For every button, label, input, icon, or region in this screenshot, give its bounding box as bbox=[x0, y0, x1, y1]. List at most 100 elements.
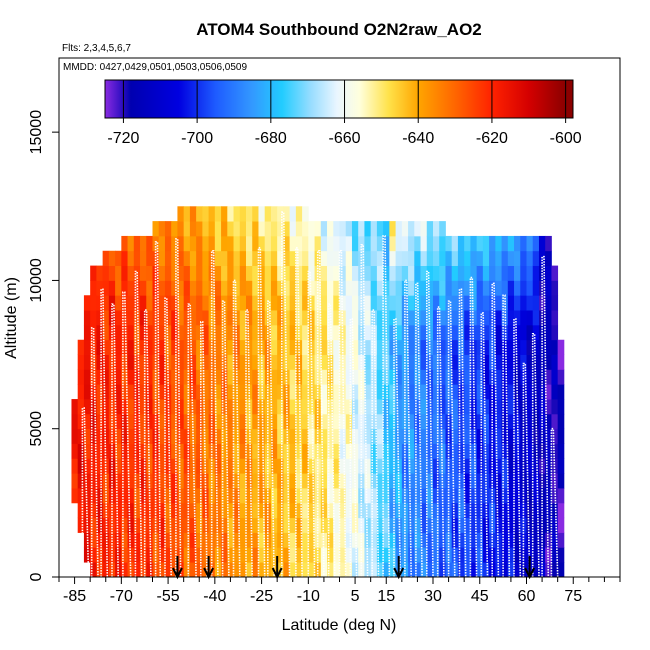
heatmap-cell bbox=[208, 235, 216, 252]
heatmap-cell bbox=[370, 280, 378, 296]
heatmap-cell bbox=[246, 295, 253, 311]
flight-profile bbox=[469, 276, 478, 578]
heatmap-cell bbox=[364, 221, 372, 237]
flight-profiles bbox=[81, 211, 559, 578]
heatmap-cell bbox=[127, 517, 135, 533]
heatmap-cell bbox=[320, 324, 328, 341]
heatmap-cell bbox=[464, 354, 471, 370]
heatmap-cell bbox=[433, 488, 440, 504]
heatmap-cell bbox=[277, 206, 284, 222]
heatmap-cell bbox=[214, 206, 222, 222]
heatmap-cell bbox=[520, 265, 527, 281]
heatmap-cell bbox=[246, 443, 253, 459]
heatmap-cell bbox=[158, 443, 166, 459]
heatmap-cell bbox=[214, 562, 222, 578]
heatmap-cell bbox=[364, 399, 372, 415]
heatmap-cell bbox=[140, 354, 147, 370]
heatmap-cell bbox=[314, 473, 322, 489]
heatmap-cell bbox=[351, 369, 359, 385]
heatmap-cell bbox=[133, 428, 141, 444]
heatmap-cell bbox=[302, 221, 309, 237]
heatmap-cell bbox=[327, 250, 334, 266]
heatmap-cell bbox=[445, 413, 453, 430]
heatmap-cell bbox=[77, 384, 85, 400]
heatmap-cell bbox=[345, 384, 353, 400]
heatmap-cell bbox=[514, 562, 521, 578]
heatmap-cell bbox=[239, 369, 247, 385]
heatmap-cell bbox=[433, 265, 440, 281]
heatmap-cell bbox=[526, 339, 534, 355]
heatmap-cell bbox=[333, 250, 340, 266]
heatmap-cell bbox=[121, 235, 128, 252]
heatmap-cell bbox=[133, 458, 141, 474]
heatmap-cell bbox=[246, 532, 253, 548]
heatmap-cell bbox=[177, 235, 185, 252]
heatmap-cell bbox=[208, 502, 216, 519]
heatmap-cell bbox=[501, 502, 509, 519]
heatmap-cell bbox=[252, 250, 259, 266]
heatmap-cell bbox=[351, 339, 359, 355]
heatmap-cell bbox=[383, 532, 390, 548]
heatmap-cell bbox=[164, 562, 172, 578]
heatmap-cell bbox=[327, 221, 334, 237]
heatmap-cell bbox=[183, 235, 191, 252]
heatmap-cell bbox=[451, 473, 459, 489]
heatmap-cell bbox=[358, 354, 365, 370]
heatmap-cell bbox=[426, 473, 434, 489]
heatmap-cell bbox=[433, 339, 440, 355]
flight-profile bbox=[316, 250, 325, 578]
heatmap-cell bbox=[439, 339, 446, 355]
heatmap-cell bbox=[177, 384, 185, 400]
heatmap-cell bbox=[302, 324, 309, 341]
heatmap-cell bbox=[327, 473, 334, 489]
x-tick-label: 60 bbox=[518, 588, 536, 605]
heatmap-cell bbox=[414, 547, 421, 563]
heatmap-cell bbox=[77, 369, 85, 385]
heatmap-cell bbox=[308, 428, 315, 444]
heatmap-cell bbox=[183, 384, 191, 400]
heatmap-cell bbox=[277, 428, 284, 444]
heatmap-cell bbox=[457, 443, 465, 459]
heatmap-cell bbox=[189, 324, 197, 341]
heatmap-cell bbox=[482, 369, 490, 385]
heatmap-cell bbox=[252, 547, 259, 563]
heatmap-cell bbox=[333, 532, 340, 548]
heatmap-cell bbox=[308, 265, 315, 281]
heatmap-cell bbox=[133, 562, 141, 578]
heatmap-cell bbox=[177, 547, 185, 563]
heatmap-cell bbox=[158, 295, 166, 311]
heatmap-cell bbox=[339, 295, 347, 311]
heatmap-cell bbox=[514, 280, 521, 296]
heatmap-cell bbox=[408, 265, 415, 281]
heatmap-cell bbox=[364, 354, 372, 370]
heatmap-cell bbox=[376, 235, 384, 252]
heatmap-cell bbox=[333, 488, 340, 504]
heatmap-cell bbox=[520, 443, 527, 459]
heatmap-cell bbox=[401, 384, 409, 400]
heatmap-cell bbox=[202, 369, 209, 385]
heatmap-cell bbox=[501, 369, 509, 385]
heatmap-cell bbox=[514, 235, 521, 252]
heatmap-cell bbox=[202, 235, 209, 252]
flight-profile bbox=[382, 235, 391, 578]
heatmap-cell bbox=[295, 547, 303, 563]
heatmap-cell bbox=[327, 517, 334, 533]
heatmap-cell bbox=[183, 339, 191, 355]
heatmap-cell bbox=[115, 265, 122, 281]
heatmap-cell bbox=[77, 339, 85, 355]
heatmap-cell bbox=[439, 413, 446, 430]
heatmap-cell bbox=[401, 413, 409, 430]
heatmap-cell bbox=[383, 428, 390, 444]
heatmap-cell bbox=[158, 517, 166, 533]
heatmap-cell bbox=[277, 458, 284, 474]
heatmap-cell bbox=[457, 532, 465, 548]
heatmap-cell bbox=[171, 265, 178, 281]
heatmap-cell bbox=[482, 384, 490, 400]
flight-profile bbox=[393, 318, 402, 578]
heatmap-cell bbox=[420, 532, 428, 548]
heatmap-cell bbox=[408, 428, 415, 444]
heatmap-cell bbox=[545, 517, 552, 533]
heatmap-cell bbox=[177, 339, 185, 355]
heatmap-cell bbox=[246, 458, 253, 474]
x-tick-label: -55 bbox=[157, 588, 180, 605]
